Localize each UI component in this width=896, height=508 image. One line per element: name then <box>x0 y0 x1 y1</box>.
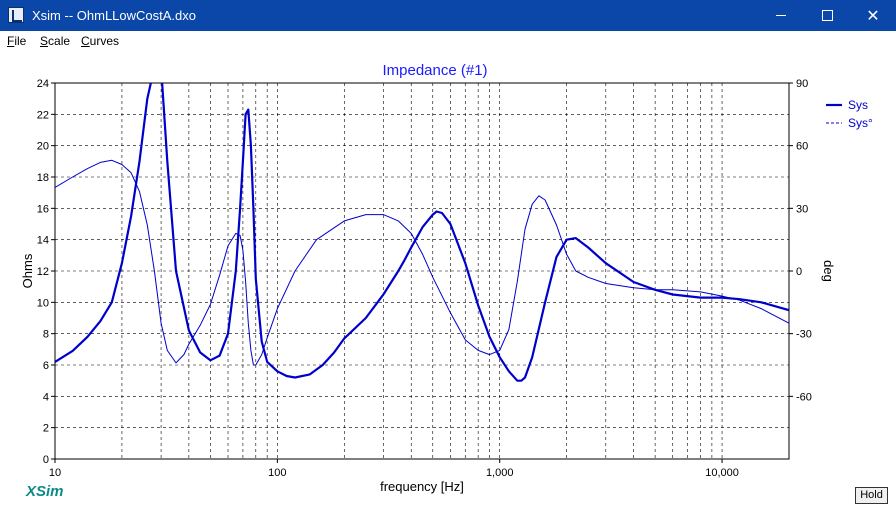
y-tick-label: 12 <box>37 266 49 278</box>
menu-scale[interactable]: Scale <box>40 34 70 48</box>
menu-scale-label: cale <box>48 34 71 48</box>
menu-bar: File Scale Curves <box>0 31 896 51</box>
menu-curves-label: urves <box>89 34 120 48</box>
title-bar: Xsim -- OhmLLowCostA.dxo ✕ <box>0 0 896 31</box>
x-tick-label: 10,000 <box>705 467 739 479</box>
series-sys-impedance-line <box>55 83 789 382</box>
maximize-button[interactable] <box>804 0 850 31</box>
y2-tick-label: -60 <box>796 391 812 403</box>
xsim-logo: XSim <box>26 483 64 500</box>
y2-tick-label: -30 <box>796 329 812 341</box>
series-sys-phase-line <box>55 159 789 366</box>
legend-label: Sys <box>848 98 868 112</box>
window-title: Xsim -- OhmLLowCostA.dxo <box>32 8 196 23</box>
y-tick-label: 4 <box>43 391 49 403</box>
y2-tick-label: 30 <box>796 203 808 215</box>
menu-curves-accel: C <box>81 34 90 48</box>
close-button[interactable]: ✕ <box>850 0 896 31</box>
y-tick-label: 0 <box>43 454 49 466</box>
chart-area: 0 2 4 6 8 10 12 14 16 18 20 22 24 90 60 30 0 -30 -60 10 100 1… <box>0 51 896 508</box>
maximize-icon <box>821 10 833 21</box>
y2-axis-label: deg <box>821 260 836 282</box>
menu-curves[interactable]: Curves <box>81 34 119 48</box>
y2-tick-label: 0 <box>796 266 802 278</box>
menu-file-label: ile <box>14 34 27 48</box>
hold-button[interactable]: Hold <box>855 487 888 504</box>
chart-title: Impedance (#1) <box>382 62 487 79</box>
close-icon: ✕ <box>866 7 880 25</box>
x-axis-label: frequency [Hz] <box>380 479 464 494</box>
series-group <box>55 83 789 382</box>
xsim-app-icon[interactable] <box>8 7 24 23</box>
y-tick-label: 8 <box>43 329 49 341</box>
legend-label: Sys° <box>848 116 873 130</box>
y-axis-label: Ohms <box>20 253 35 288</box>
x-tick-label: 1,000 <box>486 467 514 479</box>
y-tick-label: 10 <box>37 297 49 309</box>
x-tick-label: 100 <box>268 467 286 479</box>
y2-tick-label: 90 <box>796 78 808 90</box>
x-tick-label: 10 <box>49 467 61 479</box>
y-tick-label: 16 <box>37 203 49 215</box>
menu-file-accel: F <box>7 34 15 48</box>
menu-scale-accel: S <box>40 34 49 48</box>
y-tick-label: 20 <box>37 141 49 153</box>
y-tick-label: 2 <box>43 423 49 435</box>
y-tick-label: 24 <box>37 78 49 90</box>
y-tick-label: 18 <box>37 172 49 184</box>
y-tick-label: 14 <box>37 235 49 247</box>
y2-tick-label: 60 <box>796 141 808 153</box>
minimize-icon <box>776 15 786 16</box>
y-tick-label: 22 <box>37 109 49 121</box>
menu-file[interactable]: File <box>7 34 26 48</box>
minimize-button[interactable] <box>758 0 804 31</box>
y-tick-label: 6 <box>43 360 49 372</box>
